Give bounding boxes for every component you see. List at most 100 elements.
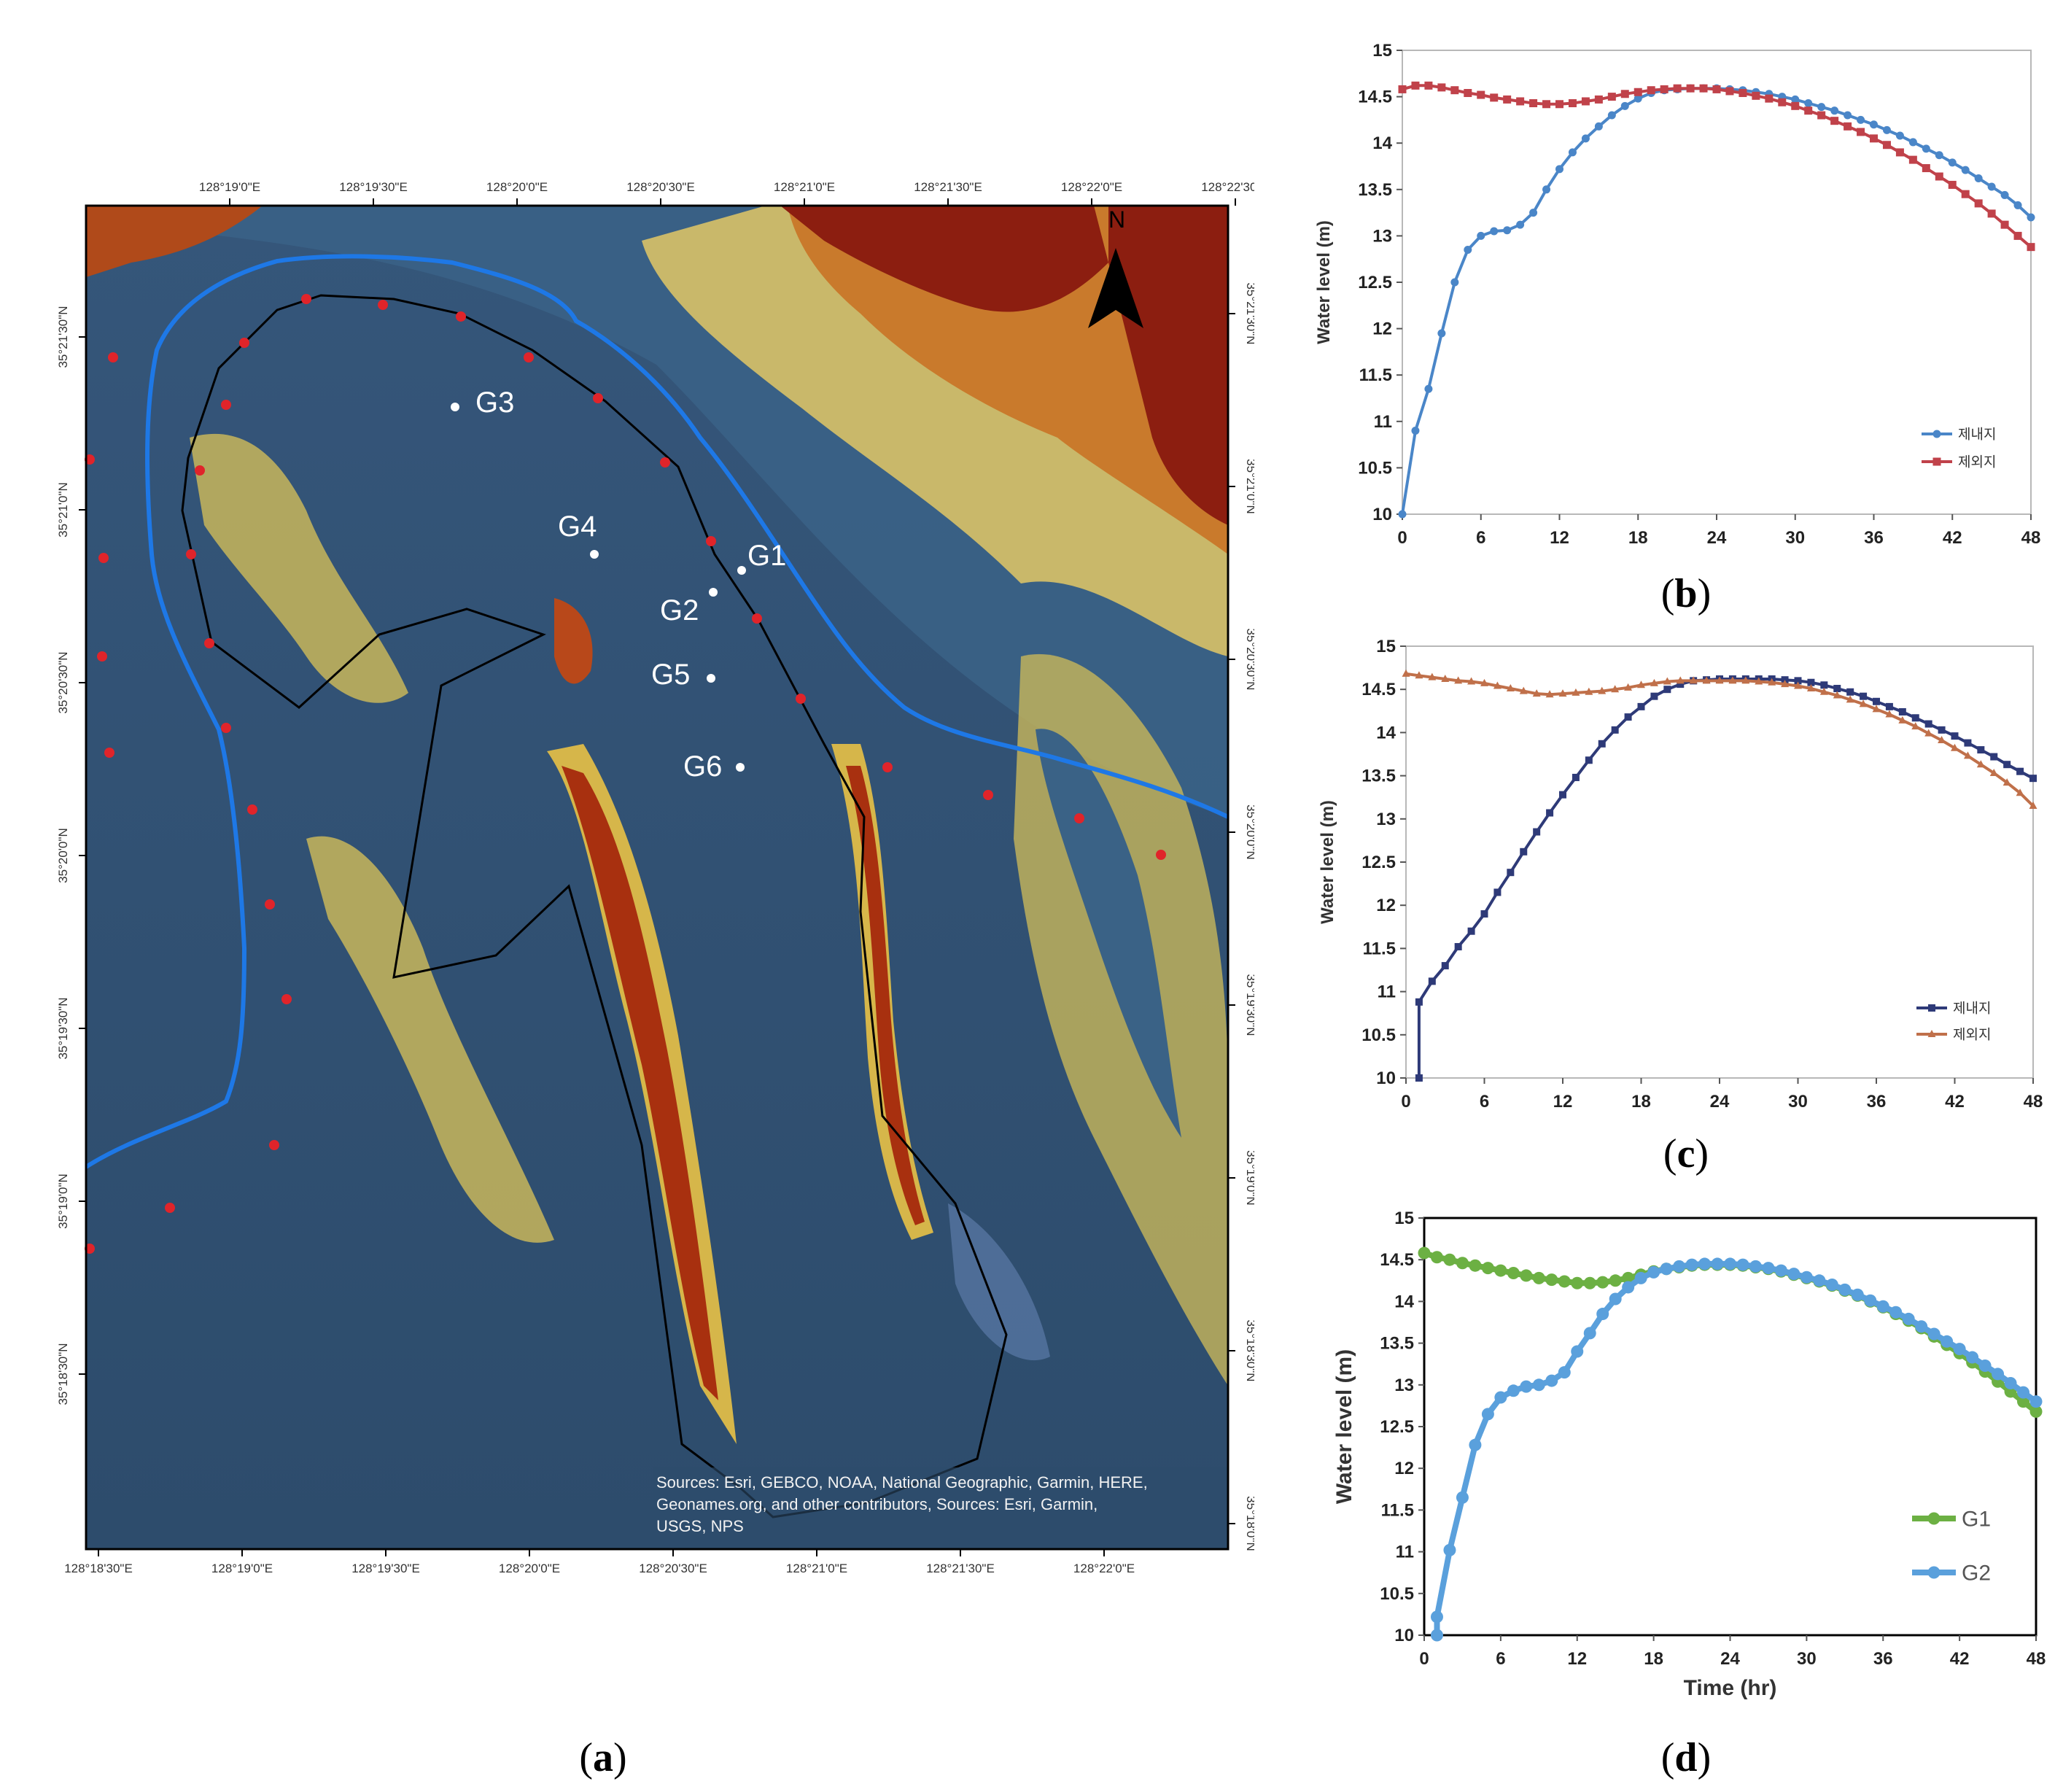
data-point — [1516, 220, 1525, 229]
y-tick-label: 11.5 — [1359, 365, 1392, 385]
marker-point — [1074, 813, 1084, 823]
data-point — [1464, 245, 1472, 254]
left-tick-label: 35°18'30"N — [56, 1343, 70, 1405]
data-point — [1647, 86, 1655, 95]
data-point — [1430, 1629, 1443, 1642]
bottom-tick-label: 128°19'30"E — [351, 1562, 420, 1575]
bottom-tick-label: 128°20'0"E — [499, 1562, 560, 1575]
x-tick-label: 6 — [1480, 1092, 1489, 1112]
y-tick-label: 13.5 — [1358, 180, 1392, 200]
top-tick-label: 128°22'0"E — [1061, 180, 1122, 194]
data-point — [1456, 1491, 1469, 1504]
data-point — [1830, 117, 1839, 125]
panel-caption-b: (b) — [1660, 571, 1712, 616]
bottom-tick-label: 128°18'30"E — [64, 1562, 133, 1575]
data-point — [1948, 180, 1957, 189]
data-point — [1490, 227, 1499, 236]
chart-panel-c: 10 10.5 11 11.5 12 12.5 13 13.5 14 14.5 15 0 6 12 18 24… — [1298, 626, 2049, 1129]
data-point — [1583, 1276, 1596, 1289]
y-tick-label: 12.5 — [1358, 273, 1392, 292]
data-point — [1787, 1268, 1800, 1281]
data-point — [2027, 213, 2035, 222]
y-tick-label: 14.5 — [1380, 1250, 1414, 1270]
data-point — [1437, 329, 1446, 338]
data-point — [1660, 1262, 1673, 1276]
map-panel: G1 G2 G3 G4 G5 G6 N Sources: Esri, GEBCO… — [56, 180, 1270, 1575]
data-point — [1454, 943, 1462, 951]
data-point — [1450, 278, 1459, 287]
gauge-point-g5 — [707, 674, 715, 683]
data-point — [1927, 1566, 1941, 1579]
attribution-line: USGS, NPS — [656, 1517, 744, 1535]
left-tick-label: 35°21'30"N — [56, 306, 70, 368]
data-point — [1935, 172, 1943, 181]
data-point — [1443, 1253, 1456, 1266]
data-point — [1794, 677, 1802, 685]
gauge-point-g2 — [709, 588, 718, 597]
data-point — [1987, 209, 1996, 218]
marker-point — [378, 300, 388, 310]
marker-point — [660, 457, 670, 468]
data-point — [1490, 93, 1499, 102]
data-point — [1932, 430, 1941, 438]
legend-label: 제외지 — [1953, 1027, 1991, 1043]
data-point — [2004, 1377, 2017, 1390]
data-point — [1441, 674, 1450, 682]
data-point — [1634, 1271, 1647, 1284]
x-tick-label: 12 — [1553, 1092, 1573, 1112]
marker-point — [882, 762, 893, 772]
levee-markers — [85, 294, 1166, 1254]
water-level-chart-c: 10 10.5 11 11.5 12 12.5 13 13.5 14 14.5 15 0 6 12 18 24… — [1318, 637, 2043, 1112]
data-point — [1398, 510, 1407, 519]
data-point — [1698, 1257, 1712, 1271]
gauge-point-g1 — [737, 566, 746, 575]
data-point — [1870, 134, 1878, 143]
data-point — [1830, 106, 1839, 115]
data-point — [1572, 688, 1580, 696]
data-point — [1428, 672, 1437, 680]
x-tick-label: 12 — [1567, 1649, 1587, 1669]
right-tick-label: 35°19'0"N — [1244, 1150, 1254, 1206]
y-tick-label: 10 — [1376, 1068, 1396, 1088]
data-point — [1873, 697, 1880, 705]
marker-point — [593, 393, 603, 403]
gauge-label-g5: G5 — [651, 659, 690, 691]
data-point — [1685, 1258, 1698, 1271]
data-point — [1519, 686, 1528, 694]
data-point — [1411, 81, 1420, 90]
data-point — [1503, 226, 1512, 235]
data-point — [1443, 1543, 1456, 1556]
data-point — [1516, 97, 1525, 106]
legend-label: G2 — [1962, 1562, 1991, 1586]
y-tick-label: 15 — [1376, 637, 1396, 656]
data-point — [2029, 775, 2037, 783]
chart-panel-b: 10 10.5 11 11.5 12 12.5 13 13.5 14 14.5 15 0 6 12 18 24… — [1298, 29, 2049, 578]
y-tick-label: 11 — [1396, 1543, 1414, 1562]
y-tick-label: 10 — [1372, 505, 1392, 524]
y-tick-label: 14.5 — [1358, 88, 1392, 107]
attribution-line: Sources: Esri, GEBCO, NOAA, National Geo… — [656, 1473, 1148, 1492]
data-point — [1477, 231, 1485, 240]
data-point — [1765, 94, 1774, 103]
bottom-tick-label: 128°21'0"E — [786, 1562, 847, 1575]
data-point — [1673, 1260, 1686, 1273]
data-point — [1663, 677, 1671, 685]
data-point — [1520, 1269, 1533, 1282]
data-point — [1633, 88, 1642, 96]
data-point — [1542, 100, 1551, 109]
data-point — [1650, 692, 1658, 700]
x-tick-label: 0 — [1397, 528, 1407, 548]
marker-point — [1156, 850, 1166, 860]
data-point — [1481, 1262, 1494, 1275]
x-tick-label: 30 — [1788, 1092, 1808, 1112]
data-point — [1872, 705, 1881, 713]
data-point — [1833, 685, 1841, 693]
map-frame — [85, 204, 1229, 1551]
data-point — [1637, 702, 1645, 710]
legend-label: G1 — [1962, 1508, 1991, 1532]
data-point — [1437, 83, 1446, 92]
data-point — [1520, 847, 1528, 856]
data-point — [1895, 148, 1904, 157]
legend-label: 제외지 — [1958, 454, 1996, 470]
data-point — [1507, 869, 1515, 877]
